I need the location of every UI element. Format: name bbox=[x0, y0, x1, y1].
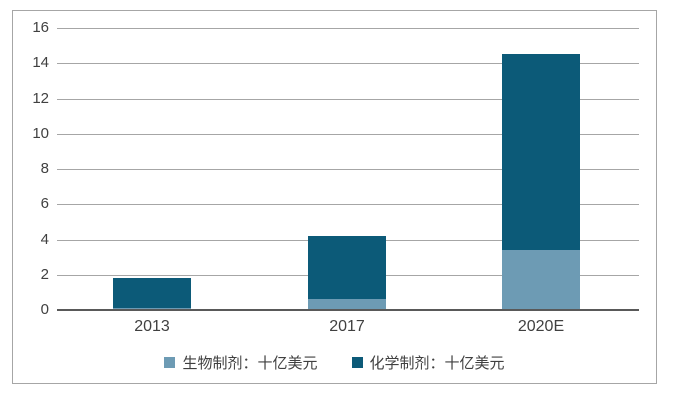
gridline-y14 bbox=[57, 63, 639, 64]
gridline-y8 bbox=[57, 169, 639, 170]
y-tick-label-6: 6 bbox=[40, 195, 49, 212]
gridline-y12 bbox=[57, 99, 639, 100]
bar-2017-segment bbox=[308, 299, 386, 310]
y-tick-label-16: 16 bbox=[32, 19, 49, 36]
legend-item-0: 生物制剂：十亿美元 bbox=[164, 352, 318, 373]
legend-label: 化学制剂：十亿美元 bbox=[369, 355, 505, 372]
gridline-y6 bbox=[57, 204, 639, 205]
gridline-y10 bbox=[57, 134, 639, 135]
x-tick-label-2013: 2013 bbox=[134, 318, 170, 335]
y-tick-label-12: 12 bbox=[32, 90, 49, 107]
y-tick-label-2: 2 bbox=[40, 266, 49, 283]
y-tick-label-14: 14 bbox=[32, 54, 49, 71]
x-axis-baseline bbox=[57, 309, 639, 311]
bar-2017-segment bbox=[308, 236, 386, 299]
y-tick-label-10: 10 bbox=[32, 125, 49, 142]
bar-2013-segment bbox=[113, 278, 191, 308]
legend-label: 生物制剂：十亿美元 bbox=[182, 355, 318, 372]
bar-2020E-segment bbox=[502, 54, 580, 250]
y-tick-label-0: 0 bbox=[40, 301, 49, 318]
legend-swatch-icon bbox=[164, 357, 176, 368]
chart-legend: 生物制剂：十亿美元 化学制剂：十亿美元 bbox=[12, 352, 657, 373]
y-tick-label-4: 4 bbox=[40, 231, 49, 248]
legend-swatch-icon bbox=[351, 357, 363, 368]
x-tick-label-2017: 2017 bbox=[329, 318, 365, 335]
legend-item-1: 化学制剂：十亿美元 bbox=[351, 352, 505, 373]
bar-2020E-segment bbox=[502, 250, 580, 310]
gridline-y16 bbox=[57, 28, 639, 29]
x-tick-label-2020E: 2020E bbox=[517, 318, 565, 335]
y-tick-label-8: 8 bbox=[40, 160, 49, 177]
